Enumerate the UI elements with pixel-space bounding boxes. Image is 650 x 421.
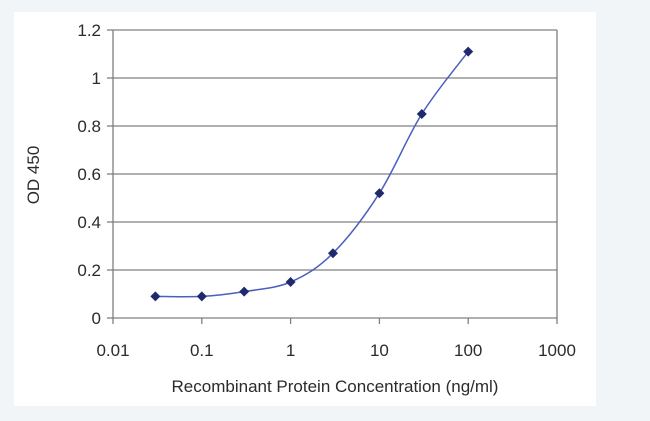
- y-tick-label: 0.2: [77, 261, 101, 280]
- data-point: [327, 248, 338, 259]
- x-tick-label: 0.1: [190, 341, 214, 360]
- x-tick-label: 0.01: [96, 341, 129, 360]
- y-tick-label: 1.2: [77, 21, 101, 40]
- x-tick-label: 1: [286, 341, 295, 360]
- x-tick-labels: 0.01 0.1 1 10 100 1000: [96, 341, 575, 360]
- y-tick-label: 0.4: [77, 213, 101, 232]
- data-point: [374, 188, 385, 199]
- grid-layer: [113, 29, 557, 318]
- y-tick-label: 0.6: [77, 165, 101, 184]
- data-point: [416, 109, 427, 119]
- y-tick-label: 1: [92, 69, 101, 88]
- x-tick-label: 100: [454, 341, 482, 360]
- y-tick-labels: 0 0.2 0.4 0.6 0.8 1 1.2: [77, 21, 101, 328]
- series-layer: [150, 46, 474, 302]
- x-axis-title: Recombinant Protein Concentration (ng/ml…: [172, 377, 499, 396]
- y-axis-title: OD 450: [24, 146, 43, 205]
- data-point: [463, 46, 474, 57]
- x-tick-label: 1000: [538, 341, 576, 360]
- y-tick-label: 0.8: [77, 117, 101, 136]
- data-point: [150, 291, 161, 302]
- data-point: [239, 286, 250, 297]
- axis-layer: [107, 29, 558, 324]
- data-point: [285, 277, 296, 287]
- x-tick-label: 10: [370, 341, 389, 360]
- y-tick-label: 0: [92, 309, 101, 328]
- data-point: [196, 291, 207, 302]
